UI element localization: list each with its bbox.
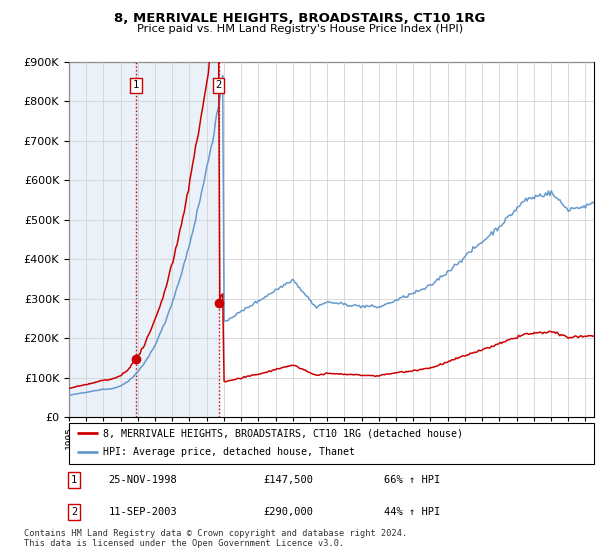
Text: Price paid vs. HM Land Registry's House Price Index (HPI): Price paid vs. HM Land Registry's House … xyxy=(137,24,463,34)
Text: 1: 1 xyxy=(133,80,139,90)
Text: 2: 2 xyxy=(71,507,77,517)
Text: 66% ↑ HPI: 66% ↑ HPI xyxy=(384,475,440,485)
FancyBboxPatch shape xyxy=(69,423,594,464)
Text: 44% ↑ HPI: 44% ↑ HPI xyxy=(384,507,440,517)
Text: £147,500: £147,500 xyxy=(263,475,313,485)
Text: 1: 1 xyxy=(71,475,77,485)
Text: Contains HM Land Registry data © Crown copyright and database right 2024.
This d: Contains HM Land Registry data © Crown c… xyxy=(24,529,407,548)
Bar xyxy=(69,62,136,417)
Bar xyxy=(136,62,219,417)
Text: 2: 2 xyxy=(215,80,222,90)
Text: 8, MERRIVALE HEIGHTS, BROADSTAIRS, CT10 1RG: 8, MERRIVALE HEIGHTS, BROADSTAIRS, CT10 … xyxy=(115,12,485,25)
Text: HPI: Average price, detached house, Thanet: HPI: Average price, detached house, Than… xyxy=(103,447,355,458)
Text: 25-NOV-1998: 25-NOV-1998 xyxy=(109,475,177,485)
Text: £290,000: £290,000 xyxy=(263,507,313,517)
Text: 8, MERRIVALE HEIGHTS, BROADSTAIRS, CT10 1RG (detached house): 8, MERRIVALE HEIGHTS, BROADSTAIRS, CT10 … xyxy=(103,428,463,438)
Text: 11-SEP-2003: 11-SEP-2003 xyxy=(109,507,177,517)
